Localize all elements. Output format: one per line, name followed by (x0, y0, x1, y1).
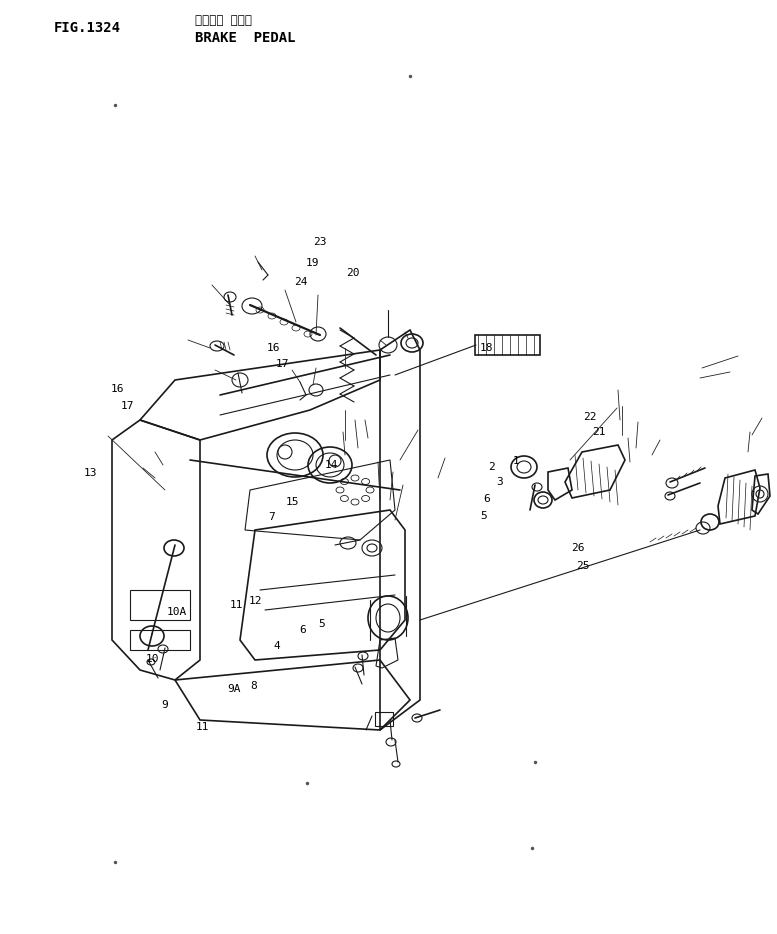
Text: 20: 20 (346, 268, 359, 277)
Bar (375, 712, 393, 726)
Text: BRAKE  PEDAL: BRAKE PEDAL (195, 31, 295, 45)
Text: 18: 18 (479, 344, 493, 353)
Text: 15: 15 (286, 497, 299, 506)
Bar (130, 590, 190, 620)
Text: 21: 21 (592, 428, 605, 437)
Text: 3: 3 (496, 477, 503, 487)
Text: 6: 6 (299, 625, 306, 634)
Text: FIG.1324: FIG.1324 (54, 21, 121, 35)
Text: 17: 17 (120, 402, 134, 411)
Text: 16: 16 (267, 344, 280, 353)
Text: 19: 19 (305, 259, 319, 268)
Text: 11: 11 (196, 722, 209, 731)
Text: 9A: 9A (227, 685, 240, 694)
Text: 24: 24 (294, 277, 307, 287)
Text: 23: 23 (313, 237, 326, 247)
Text: 12: 12 (249, 596, 262, 605)
Text: 9: 9 (162, 700, 169, 710)
Text: 1: 1 (513, 457, 520, 466)
Text: 17: 17 (276, 360, 289, 369)
Text: 5: 5 (480, 511, 487, 520)
Text: 26: 26 (571, 544, 584, 553)
Bar (475, 335, 540, 355)
Text: 10A: 10A (167, 607, 187, 616)
Text: 10: 10 (146, 655, 159, 664)
Text: 13: 13 (84, 468, 97, 477)
Text: 22: 22 (583, 413, 596, 422)
Text: 6: 6 (483, 494, 490, 503)
Text: 8: 8 (250, 682, 257, 691)
Bar (130, 630, 190, 650)
Text: ブレーキ ペダル: ブレーキ ペダル (195, 13, 252, 26)
Text: 7: 7 (268, 512, 275, 521)
Text: 25: 25 (577, 561, 590, 571)
Text: 4: 4 (274, 642, 280, 651)
Text: 11: 11 (229, 601, 242, 610)
Text: 14: 14 (325, 460, 338, 470)
Text: 2: 2 (488, 462, 495, 472)
Text: 16: 16 (111, 385, 124, 394)
Text: 5: 5 (319, 619, 326, 629)
